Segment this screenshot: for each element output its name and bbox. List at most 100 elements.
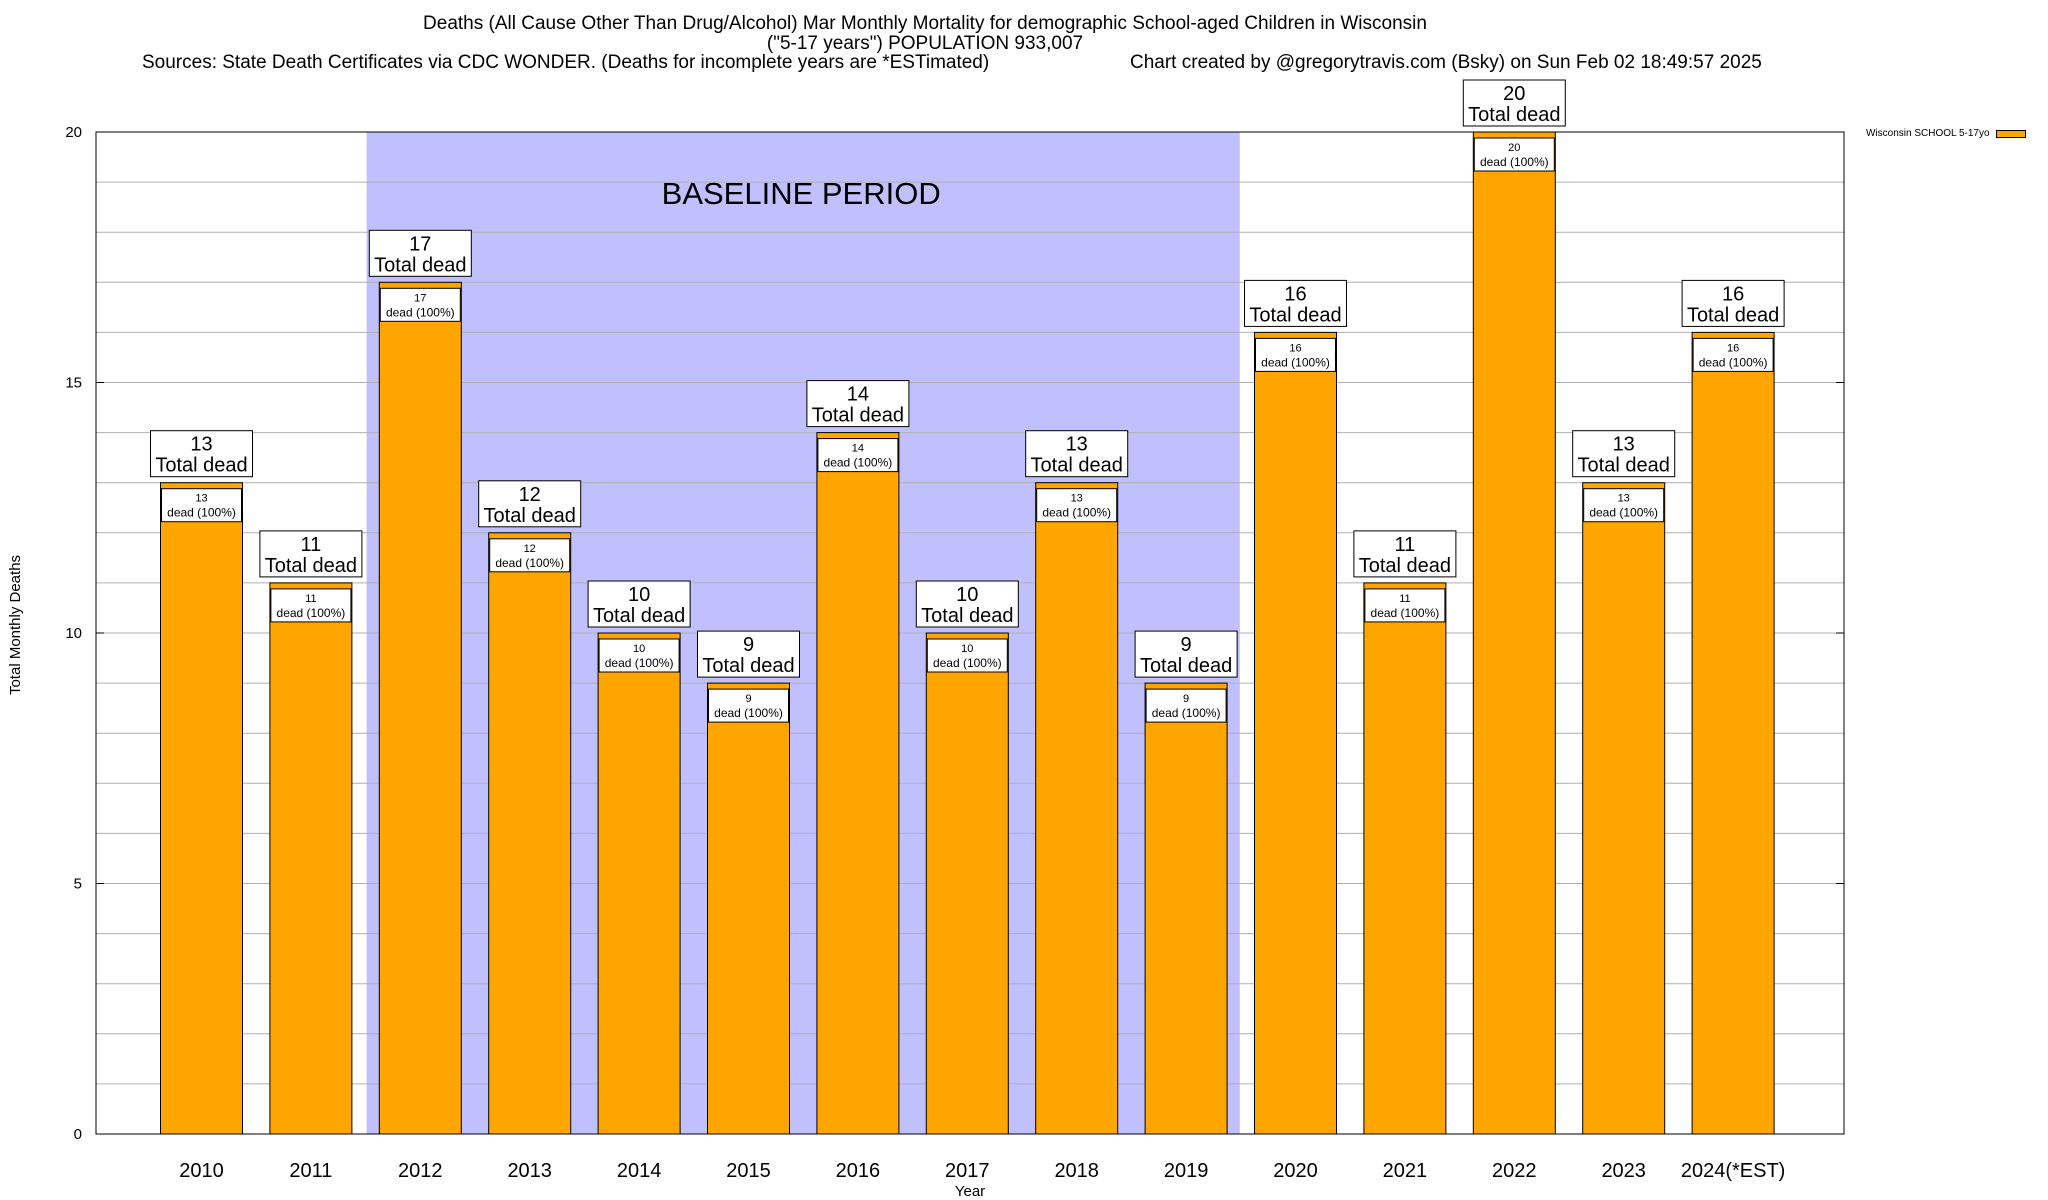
plot-frame	[95, 131, 1845, 1135]
inner-label-value: 10	[633, 643, 645, 655]
total-label-text: Total dead	[1578, 455, 1670, 477]
total-label-value: 11	[1395, 534, 1416, 556]
total-label-text: Total dead	[1468, 104, 1560, 126]
x-tick-label: 2010	[179, 1160, 224, 1182]
x-tick-label: 2015	[726, 1160, 771, 1182]
chart-credit: Chart created by @gregorytravis.com (Bsk…	[1130, 52, 1762, 73]
x-tick-label: 2021	[1383, 1160, 1428, 1182]
bar-2021	[1363, 582, 1447, 1135]
total-label-box	[259, 530, 363, 578]
total-label-box	[915, 580, 1019, 628]
inner-label-value: 11	[305, 593, 316, 605]
inner-label-value: 14	[852, 443, 864, 455]
legend-swatch	[1995, 129, 2026, 138]
inner-label-box	[1692, 337, 1774, 372]
inner-label-text: dead (100%)	[167, 506, 236, 520]
total-label-text: Total dead	[374, 254, 466, 276]
total-label-box	[1025, 430, 1129, 478]
total-label-text: Total dead	[921, 605, 1013, 627]
chart-title-line-1: Deaths (All Cause Other Than Drug/Alcoho…	[423, 13, 1427, 34]
total-label-value: 17	[409, 233, 431, 255]
inner-label-box	[598, 638, 680, 673]
total-label-box	[1681, 279, 1785, 327]
total-label-text: Total dead	[484, 505, 576, 527]
bar-2017	[925, 632, 1009, 1135]
y-tick-label: 15	[65, 375, 82, 392]
total-label-box	[478, 480, 582, 528]
total-label-box	[587, 580, 691, 628]
total-label-value: 16	[1284, 283, 1306, 305]
total-label-value: 9	[1181, 634, 1192, 656]
total-label-value: 13	[190, 434, 212, 456]
x-tick-label: 2017	[945, 1160, 990, 1182]
total-label-text: Total dead	[1031, 455, 1123, 477]
inner-label-value: 16	[1727, 342, 1739, 354]
total-label-value: 10	[628, 584, 650, 606]
total-label-value: 20	[1503, 83, 1525, 105]
bar-2024(*EST)	[1691, 331, 1775, 1135]
total-label-box	[368, 229, 472, 277]
bar-2011	[269, 582, 353, 1135]
inner-label-text: dead (100%)	[1589, 506, 1658, 520]
total-label-box	[1572, 430, 1676, 478]
inner-label-value: 9	[1183, 693, 1189, 705]
x-tick-label: 2024(*EST)	[1681, 1160, 1786, 1182]
x-tick-label: 2022	[1492, 1160, 1537, 1182]
inner-label-box	[1473, 137, 1555, 172]
total-label-value: 14	[847, 384, 869, 406]
total-label-text: Total dead	[1249, 304, 1341, 326]
inner-label-text: dead (100%)	[605, 656, 674, 670]
bar-2012	[378, 281, 462, 1135]
x-tick-label: 2012	[398, 1160, 443, 1182]
total-label-box	[1244, 279, 1347, 327]
x-tick-label: 2023	[1601, 1160, 1646, 1182]
inner-label-value: 10	[961, 643, 973, 655]
total-label-value: 11	[301, 534, 322, 556]
inner-label-box	[1255, 337, 1336, 372]
inner-label-box	[926, 638, 1008, 673]
inner-label-text: dead (100%)	[1261, 355, 1330, 369]
y-tick-label: 10	[65, 625, 82, 642]
inner-label-value: 12	[524, 543, 536, 555]
inner-label-box	[161, 488, 242, 523]
inner-label-text: dead (100%)	[1042, 506, 1111, 520]
inner-label-box	[817, 438, 899, 473]
legend-label: Wisconsin SCHOOL 5-17yo	[1866, 128, 1990, 139]
total-label-value: 9	[743, 634, 754, 656]
total-label-box	[806, 380, 910, 428]
x-tick-label: 2019	[1164, 1160, 1209, 1182]
bar-2010	[160, 482, 243, 1135]
total-label-text: Total dead	[593, 605, 685, 627]
legend: Wisconsin SCHOOL 5-17yo	[1866, 128, 2026, 139]
inner-label-box	[708, 688, 789, 723]
inner-label-text: dead (100%)	[277, 606, 346, 620]
x-tick-label: 2018	[1054, 1160, 1099, 1182]
bar-2018	[1035, 482, 1119, 1135]
total-label-text: Total dead	[1140, 655, 1232, 677]
inner-label-text: dead (100%)	[1699, 355, 1768, 369]
inner-label-box	[1036, 488, 1118, 523]
inner-label-text: dead (100%)	[1480, 155, 1549, 169]
bar-2022	[1472, 131, 1556, 1135]
inner-label-box	[1583, 488, 1665, 523]
baseline-period-label: BASELINE PERIOD	[662, 176, 941, 211]
inner-label-text: dead (100%)	[386, 305, 455, 319]
inner-label-value: 11	[1399, 593, 1410, 605]
inner-label-text: dead (100%)	[933, 656, 1002, 670]
total-label-value: 13	[1613, 434, 1635, 456]
total-label-value: 13	[1066, 434, 1088, 456]
total-label-box	[150, 430, 253, 478]
inner-label-text: dead (100%)	[714, 706, 783, 720]
inner-label-box	[270, 588, 352, 623]
inner-label-value: 13	[195, 493, 207, 505]
y-axis-label: Total Monthly Deaths	[7, 555, 24, 695]
inner-label-value: 13	[1071, 493, 1083, 505]
bar-2015	[707, 682, 790, 1135]
x-tick-label: 2014	[617, 1160, 662, 1182]
total-label-value: 10	[956, 584, 978, 606]
x-tick-label: 2011	[289, 1160, 332, 1182]
total-label-text: Total dead	[812, 405, 904, 427]
total-label-text: Total dead	[155, 455, 247, 477]
inner-label-value: 17	[414, 292, 426, 304]
